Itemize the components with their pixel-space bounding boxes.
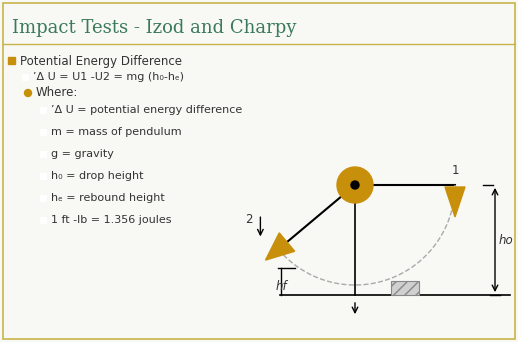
Text: 1 ft -lb = 1.356 joules: 1 ft -lb = 1.356 joules	[51, 215, 171, 225]
Circle shape	[24, 90, 32, 96]
Text: h₀ = drop height: h₀ = drop height	[51, 171, 143, 181]
Bar	[40, 129, 46, 134]
Text: hf: hf	[276, 280, 287, 293]
Text: 1: 1	[451, 165, 459, 177]
Bar	[22, 74, 28, 80]
Bar	[40, 172, 46, 179]
Text: ’Δ U = U1 -U2 = mg (h₀-hₑ): ’Δ U = U1 -U2 = mg (h₀-hₑ)	[33, 72, 184, 82]
Bar	[40, 106, 46, 113]
Circle shape	[337, 167, 373, 203]
Bar	[40, 150, 46, 157]
Text: 2: 2	[244, 213, 252, 226]
Text: g = gravity: g = gravity	[51, 149, 114, 159]
Text: hₑ = rebound height: hₑ = rebound height	[51, 193, 165, 203]
Text: ’Δ U = potential energy difference: ’Δ U = potential energy difference	[51, 105, 242, 115]
Bar	[8, 57, 15, 64]
Text: Potential Energy Difference: Potential Energy Difference	[20, 54, 182, 67]
Text: ho: ho	[499, 234, 514, 247]
Bar	[40, 216, 46, 223]
Bar	[40, 195, 46, 200]
Text: m = mass of pendulum: m = mass of pendulum	[51, 127, 182, 137]
Text: Impact Tests - Izod and Charpy: Impact Tests - Izod and Charpy	[12, 19, 296, 37]
Bar	[391, 281, 419, 295]
Polygon shape	[266, 233, 295, 260]
Polygon shape	[445, 187, 465, 217]
Circle shape	[351, 181, 359, 189]
Text: Where:: Where:	[36, 87, 78, 100]
